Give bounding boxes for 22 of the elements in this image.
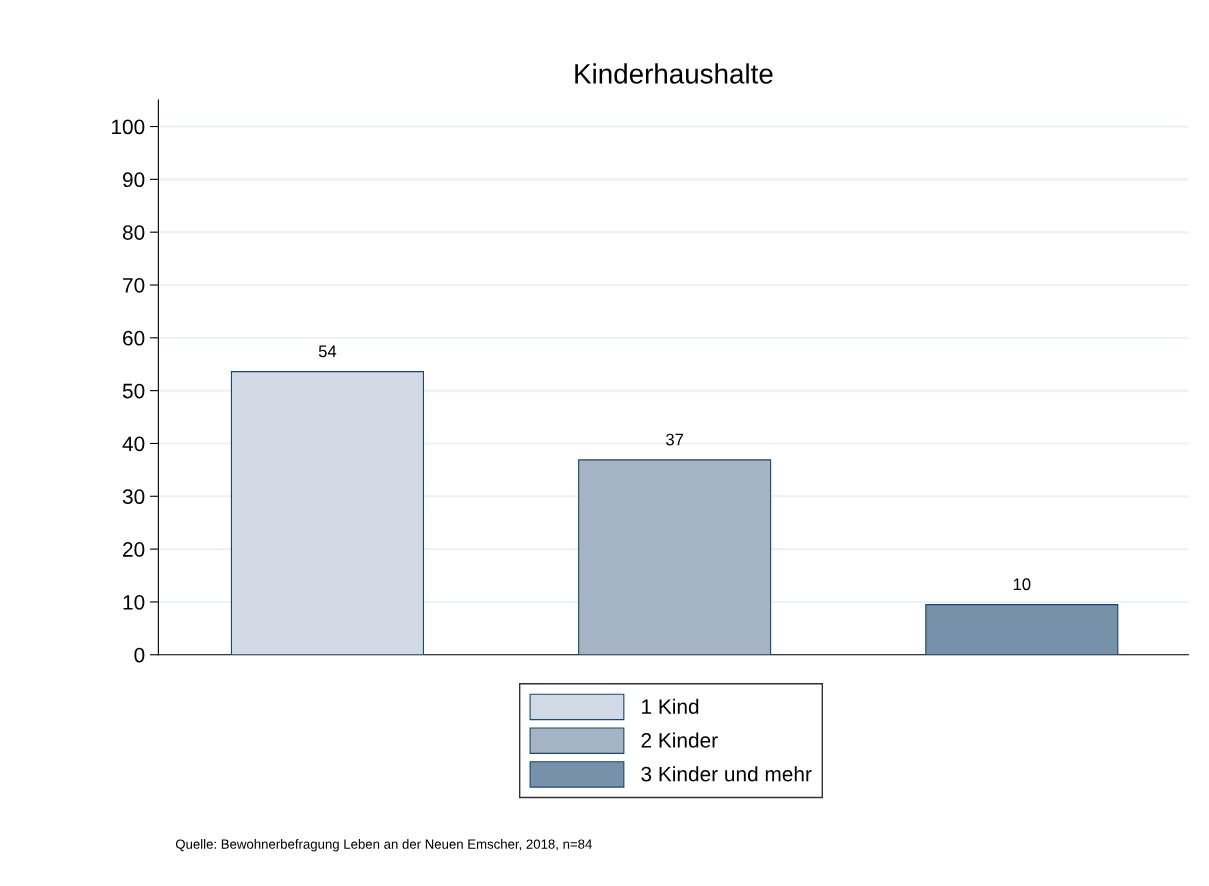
data-label: 10 [1013, 578, 1031, 591]
bar [230, 371, 425, 655]
source-note: Quelle: Bewohnerbefragung Leben an der Neuen Emscher, 2018, n=84 [175, 839, 592, 852]
y-tick-label: 80 [122, 225, 145, 240]
y-tick-label: 10 [123, 594, 145, 610]
y-tick-label: 100 [112, 119, 145, 135]
y-tick-label: 70 [123, 278, 145, 293]
y-tick-label: 0 [134, 647, 145, 663]
chart-title: Kinderhaushalte [575, 63, 773, 84]
legend-label: 3 Kinder und mehr [641, 766, 812, 782]
y-tick-label: 60 [123, 330, 145, 346]
y-tick-label: 20 [123, 542, 145, 557]
data-label: 54 [318, 345, 337, 358]
bar [578, 459, 772, 655]
bar [925, 604, 1119, 655]
legend-label: 1 Kind [642, 698, 699, 714]
y-tick-label: 50 [122, 383, 145, 399]
legend-label: 2 Kinder [641, 732, 718, 748]
y-tick-label: 30 [122, 489, 145, 505]
y-tick-label: 90 [122, 172, 145, 188]
y-tick-label: 40 [122, 436, 145, 452]
data-label: 37 [666, 433, 684, 446]
